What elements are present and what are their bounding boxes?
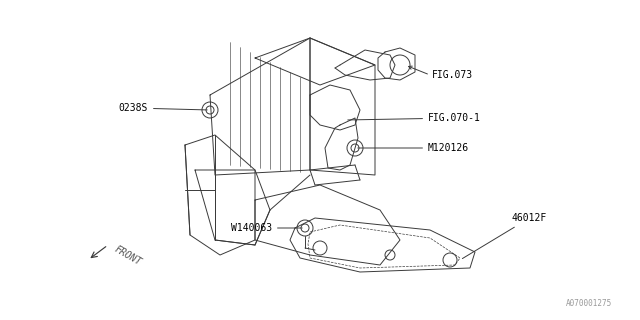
- Text: 46012F: 46012F: [462, 213, 547, 259]
- Text: 0238S: 0238S: [118, 103, 207, 113]
- Text: M120126: M120126: [358, 143, 469, 153]
- Text: FRONT: FRONT: [113, 244, 143, 267]
- Text: W140063: W140063: [231, 223, 302, 233]
- Text: A070001275: A070001275: [566, 299, 612, 308]
- Text: FIG.073: FIG.073: [432, 70, 473, 80]
- Text: FIG.070-1: FIG.070-1: [348, 113, 481, 123]
